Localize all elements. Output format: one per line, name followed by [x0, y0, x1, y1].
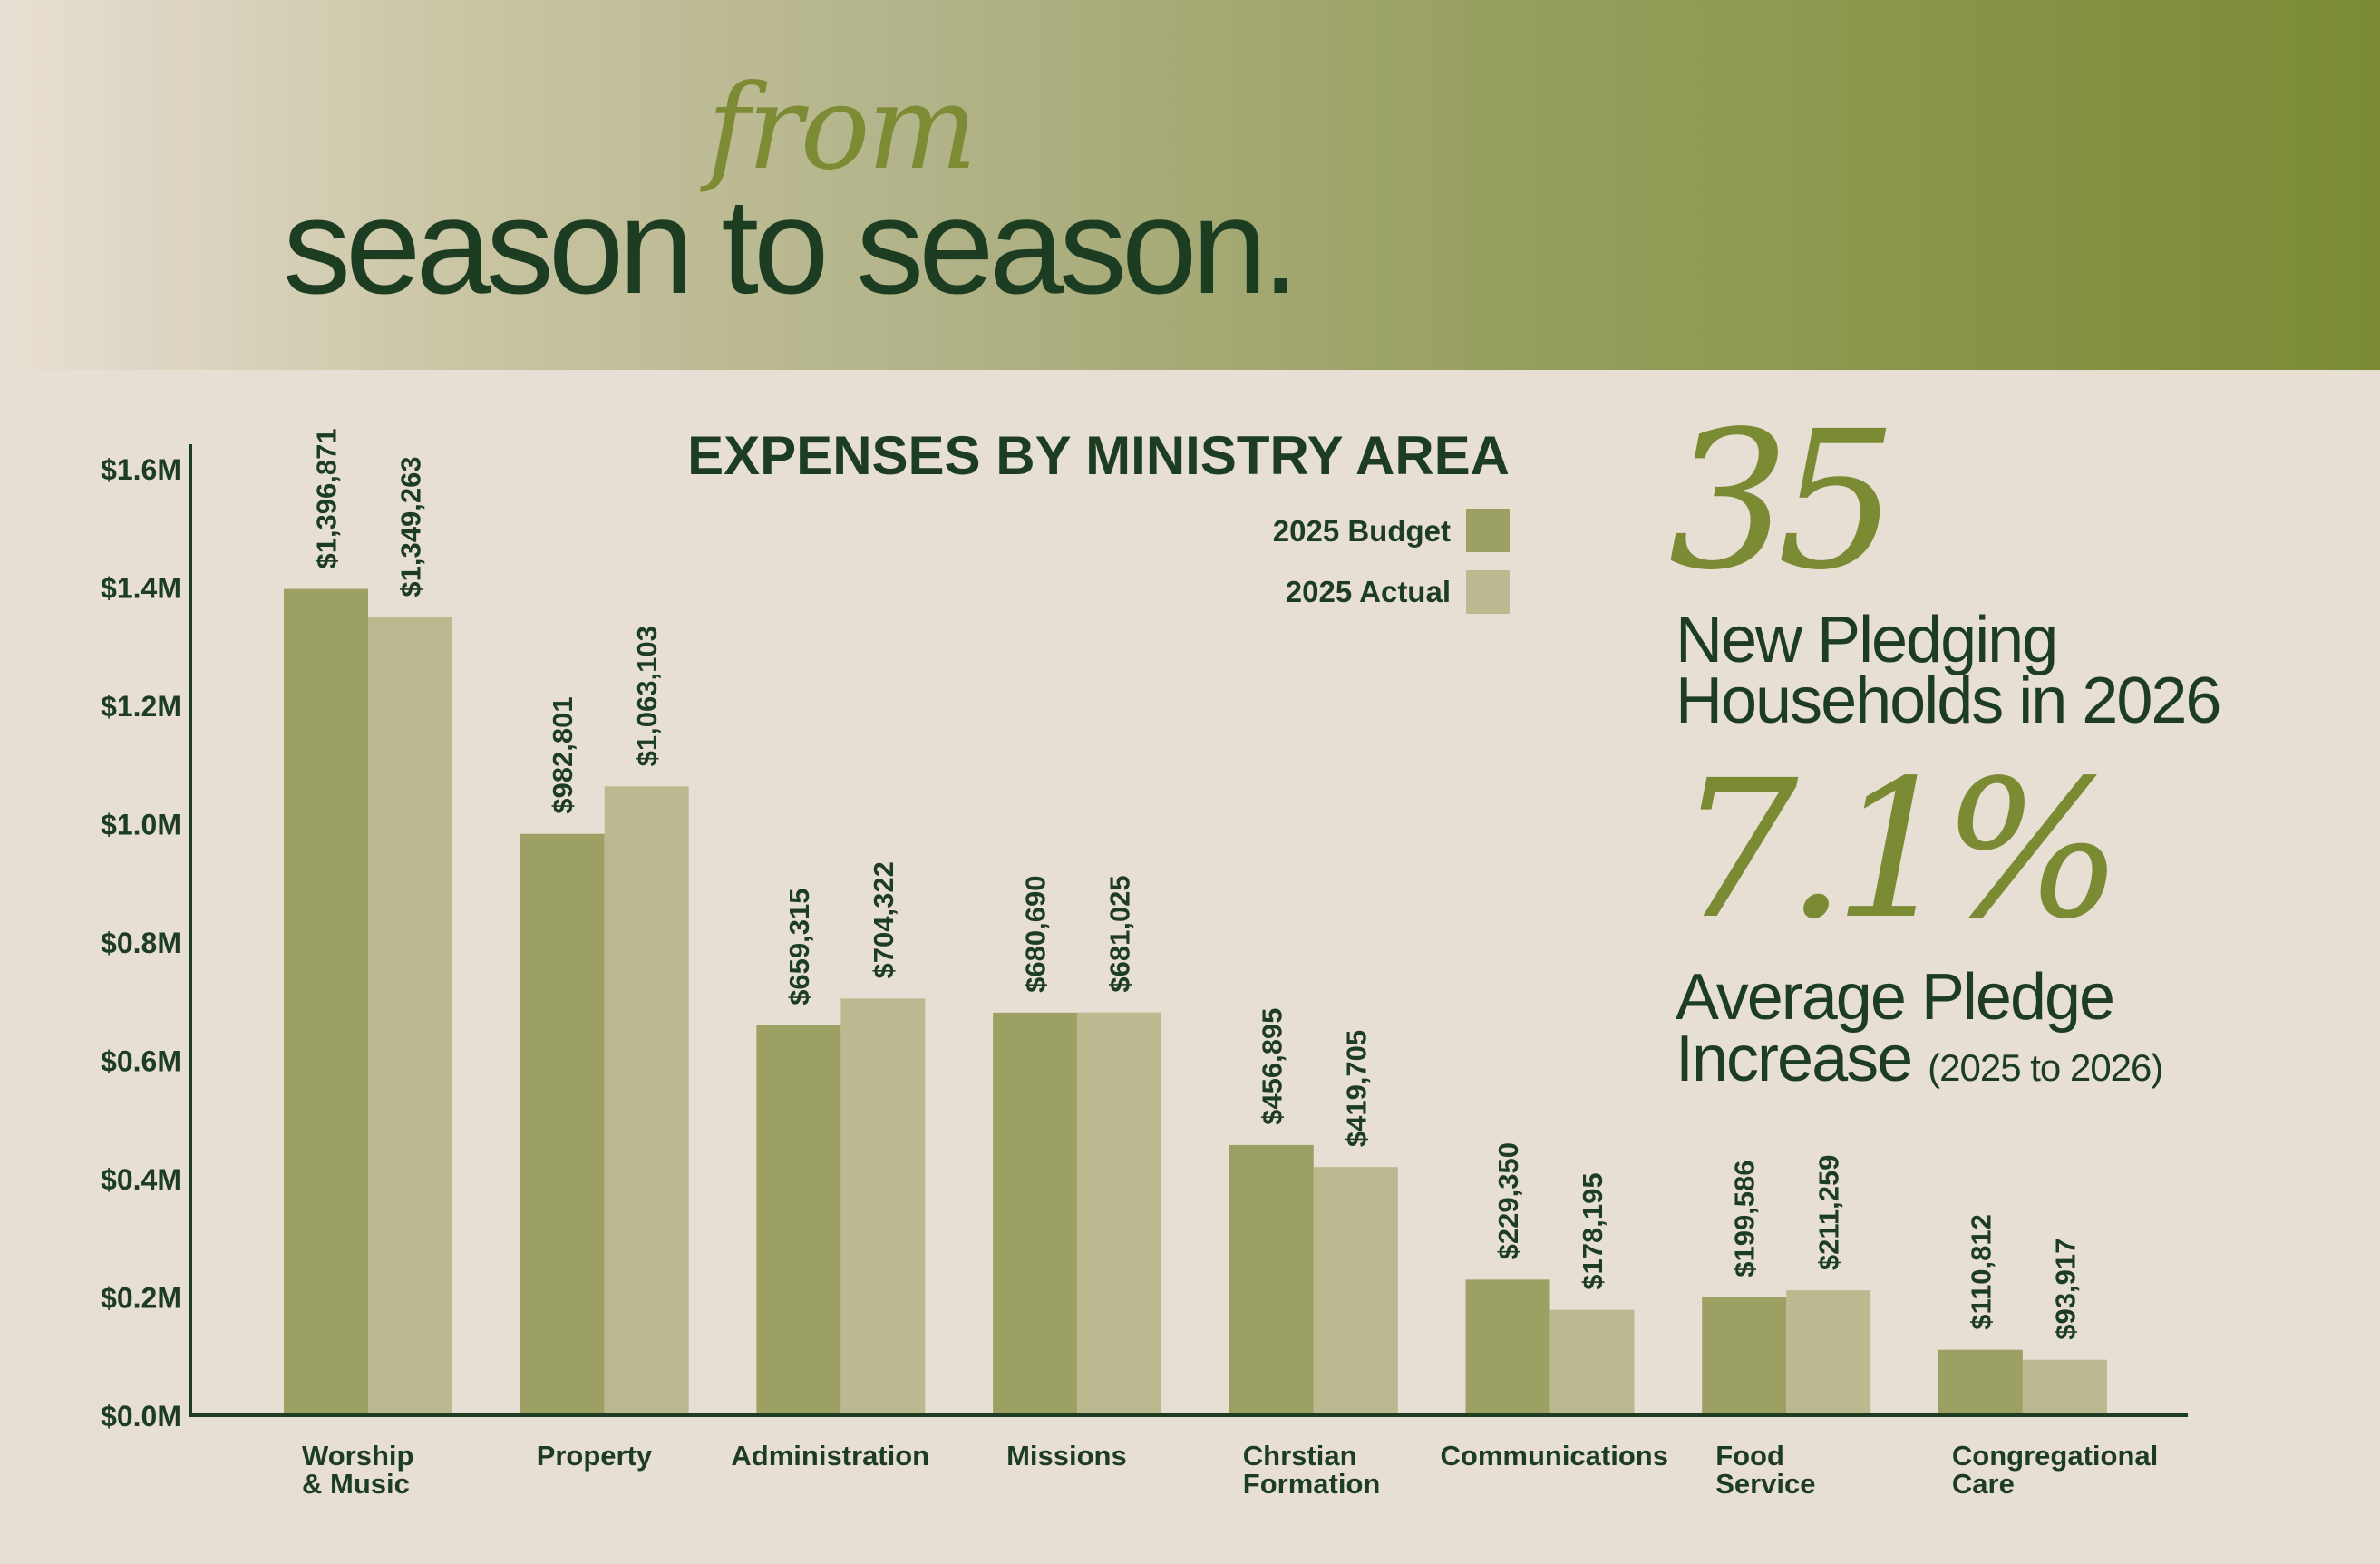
bar-value-label: $93,917 [2049, 1239, 2081, 1340]
x-tick-label: Administration [731, 1440, 929, 1472]
bar-actual [1786, 1290, 1871, 1415]
chart-title: EXPENSES BY MINISTRY AREA [687, 425, 1510, 486]
bar-budget [520, 833, 605, 1415]
x-tick-label: Communications [1441, 1440, 1668, 1472]
x-tick-label: Worship [302, 1440, 413, 1472]
legend-swatch-actual [1466, 570, 1510, 614]
bars [284, 588, 2107, 1415]
stat-new-households-label-line1: New Pledging [1676, 604, 2058, 676]
bar-actual [1313, 1167, 1398, 1415]
bar-value-label: $211,259 [1813, 1155, 1845, 1271]
bar-actual [1549, 1309, 1635, 1415]
bar-value-label: $704,322 [868, 861, 899, 978]
bar-actual [2022, 1359, 2107, 1415]
stat-pledge-increase-label-line2: Increase (2025 to 2026) [1676, 1023, 2163, 1101]
x-tick-label: Service [1715, 1468, 1815, 1500]
x-tick-label: & Music [302, 1468, 410, 1500]
bar-budget [1229, 1144, 1314, 1415]
bar-actual [604, 786, 689, 1415]
bar-value-label: $681,025 [1104, 875, 1136, 992]
bar-budget [1938, 1349, 2023, 1415]
y-tick-label: $0.6M [101, 1045, 181, 1078]
stat-new-households-value: 35 [1668, 390, 1898, 612]
bar-value-label: $982,801 [547, 696, 578, 813]
stat-pledge-increase-value: 7.1% [1677, 739, 2123, 961]
header-band [0, 0, 2380, 370]
stat-pledge-increase-label-main: Increase [1676, 1023, 1913, 1095]
bar-actual [368, 617, 452, 1415]
bar-value-label: $229,350 [1492, 1142, 1524, 1259]
y-tick-label: $0.0M [101, 1400, 181, 1433]
chart-legend: 2025 Budget 2025 Actual [1273, 509, 1510, 614]
bar-value-label: $199,586 [1729, 1160, 1761, 1277]
y-tick-label: $0.4M [101, 1163, 181, 1196]
legend-label-budget: 2025 Budget [1273, 514, 1451, 548]
y-tick-label: $1.2M [101, 690, 181, 723]
title-script: from [707, 61, 977, 196]
y-tick-label: $0.8M [101, 927, 181, 959]
bar-budget [756, 1025, 841, 1415]
bar-budget [993, 1012, 1078, 1415]
bar-actual [1077, 1012, 1162, 1415]
page-title: season to season. [283, 170, 1300, 322]
y-tick-label: $1.6M [101, 453, 181, 486]
bar-value-label: $1,349,263 [395, 456, 427, 597]
x-axis-labels: Worship& Music Property Administration Miss… [302, 1440, 2158, 1500]
x-tick-label: Food [1715, 1440, 1784, 1472]
bar-value-label: $680,690 [1020, 876, 1052, 993]
x-tick-label: Care [1952, 1468, 2015, 1500]
stat-new-households-label-line2: Households in 2026 [1676, 665, 2221, 737]
x-tick-label: Formation [1243, 1468, 1381, 1500]
x-tick-label: Property [537, 1440, 653, 1472]
bar-actual [840, 998, 926, 1415]
bar-value-label: $110,812 [1965, 1214, 1996, 1330]
x-tick-label: Congregational [1952, 1440, 2158, 1472]
stat-pledge-increase-label-line1: Average Pledge [1676, 961, 2115, 1034]
legend-swatch-budget [1466, 509, 1510, 552]
bar-value-labels: $1,396,871 $1,349,263 $982,801 $1,063,103 $6… [311, 428, 2082, 1339]
bar-value-label: $1,063,103 [631, 626, 663, 766]
y-axis-ticks: $0.0M $0.2M $0.4M $0.6M $0.8M $1.0M $1.2M $1.4M… [101, 453, 181, 1433]
stat-pledge-increase-label-sub: (2025 to 2026) [1928, 1046, 2163, 1089]
bar-budget [1465, 1279, 1550, 1415]
bar-budget [284, 588, 368, 1415]
legend-label-actual: 2025 Actual [1286, 575, 1451, 608]
bar-value-label: $1,396,871 [311, 428, 343, 568]
bar-value-label: $178,195 [1577, 1172, 1608, 1289]
bar-budget [1702, 1297, 1787, 1415]
x-tick-label: Missions [1006, 1440, 1127, 1472]
y-tick-label: $1.4M [101, 572, 181, 605]
bar-value-label: $419,705 [1340, 1030, 1372, 1147]
bar-value-label: $456,895 [1256, 1008, 1287, 1125]
y-tick-label: $1.0M [101, 809, 181, 841]
bar-value-label: $659,315 [783, 888, 815, 1005]
y-tick-label: $0.2M [101, 1282, 181, 1315]
x-tick-label: Chrstian [1243, 1440, 1357, 1472]
